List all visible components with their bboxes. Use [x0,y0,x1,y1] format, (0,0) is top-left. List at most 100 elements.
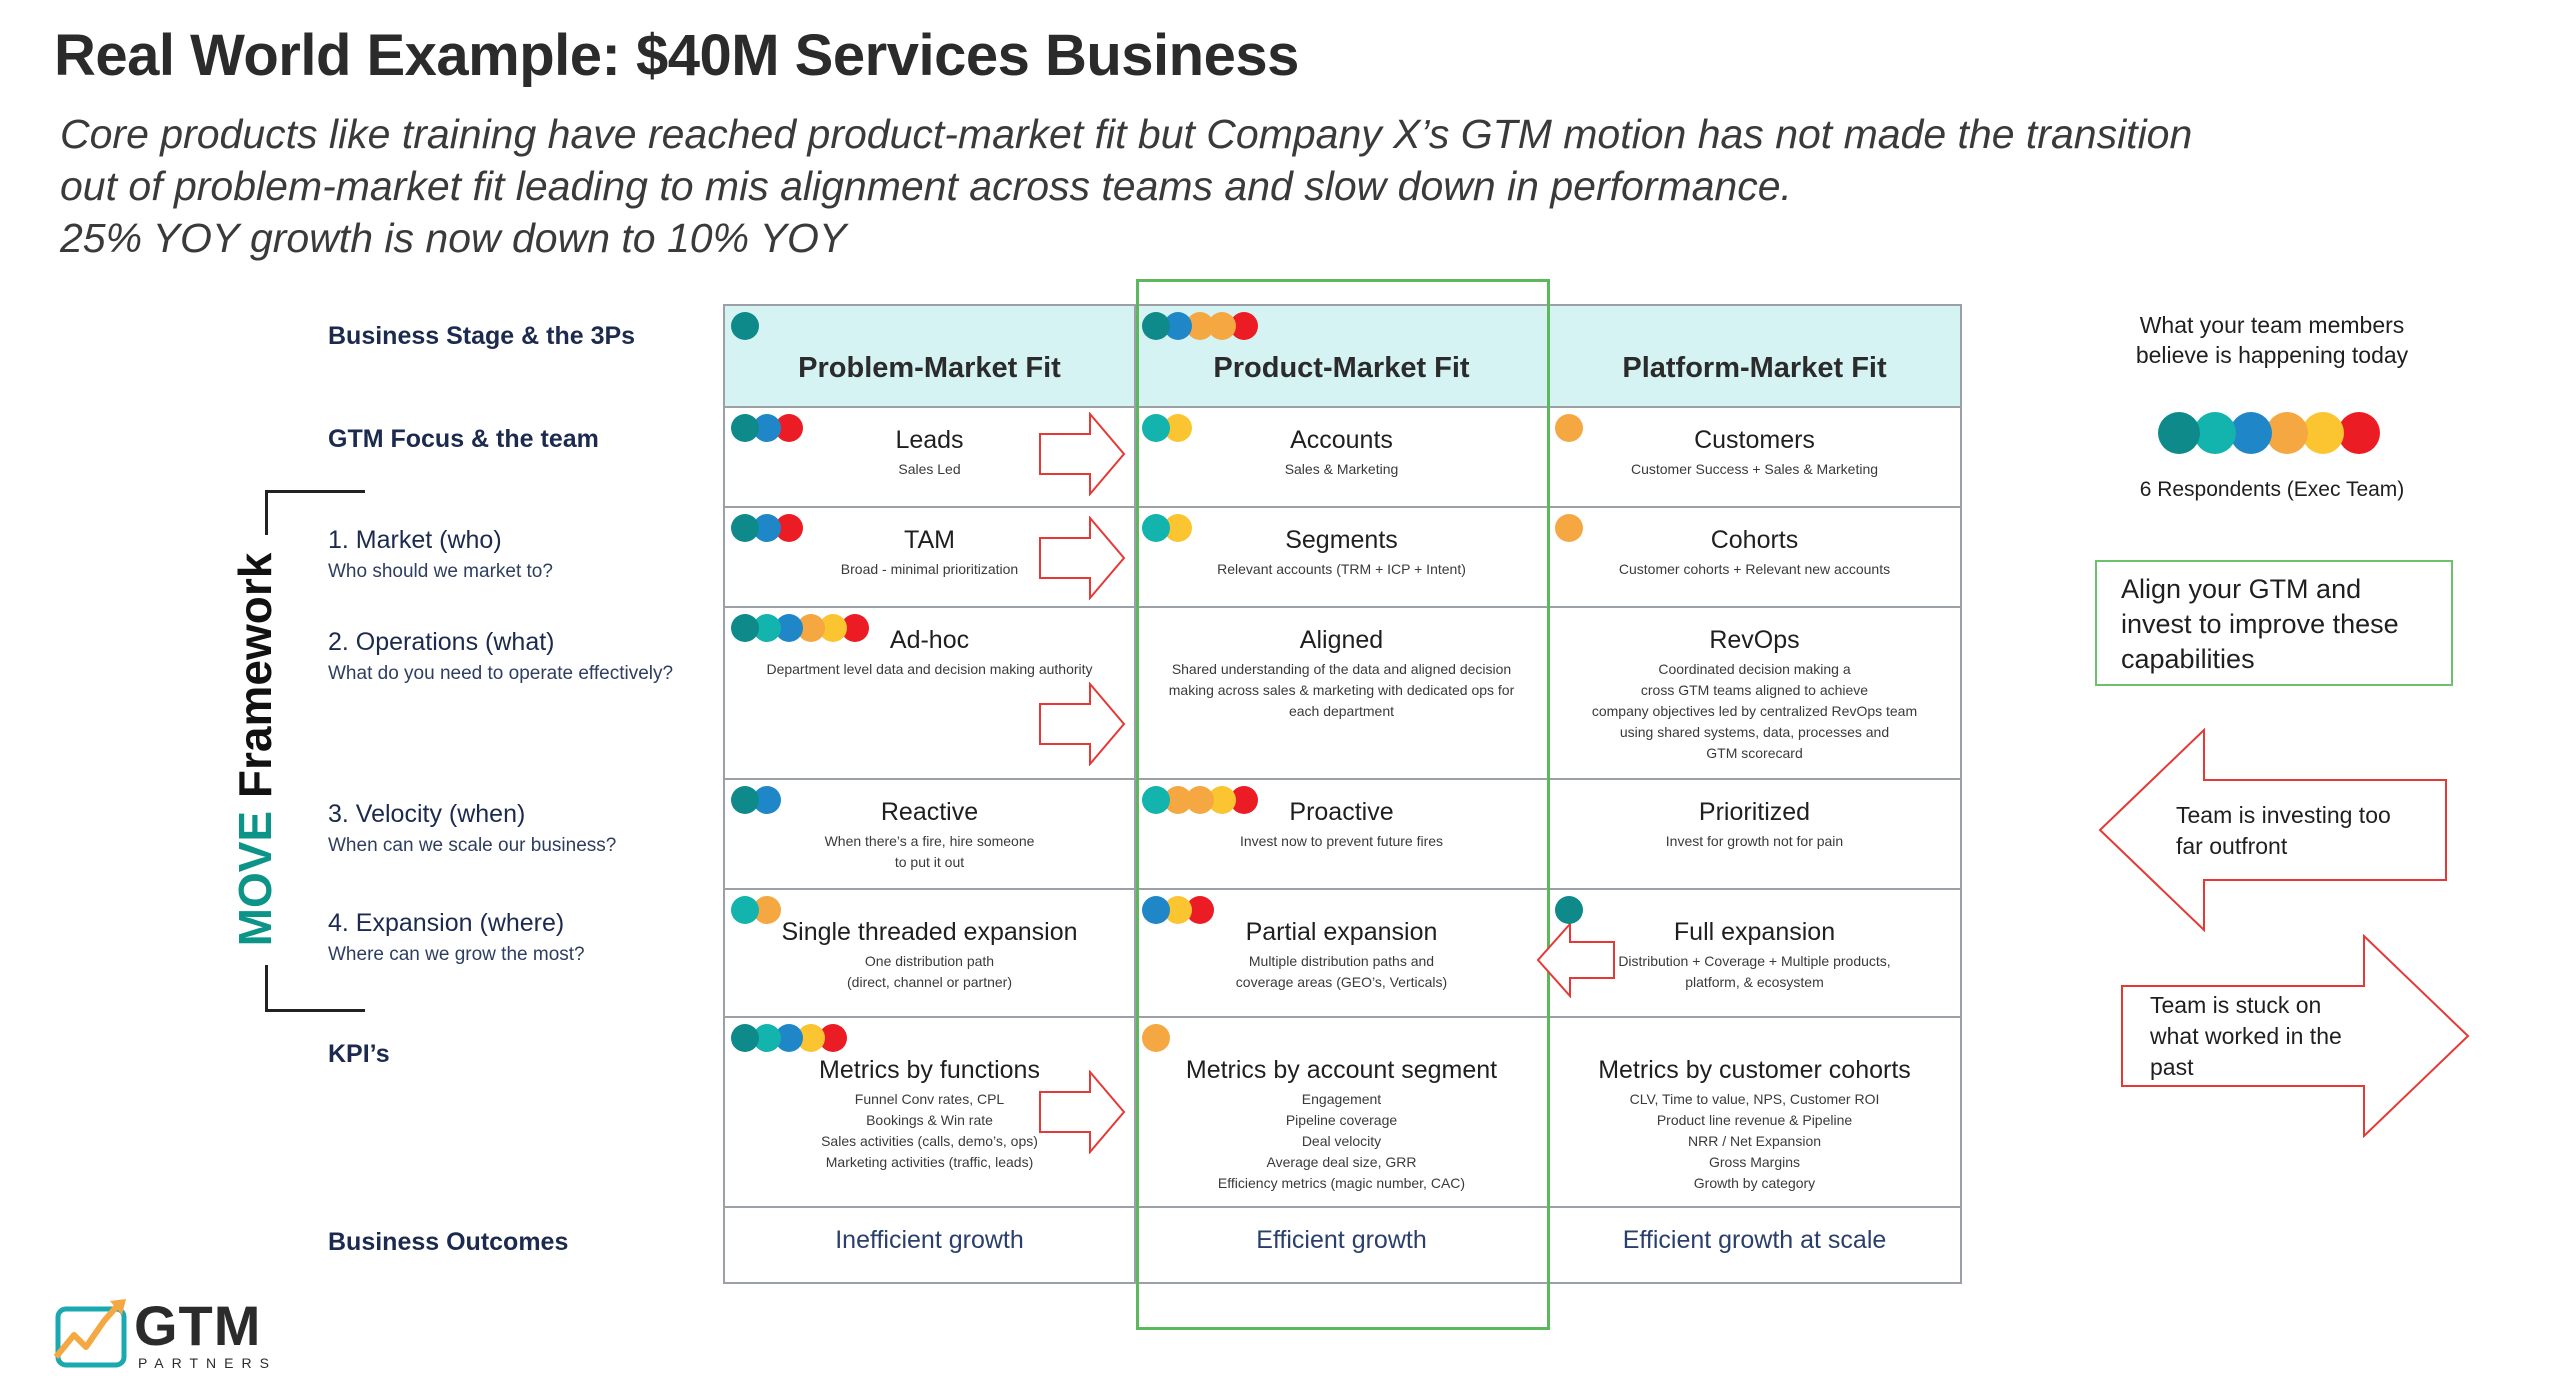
response-dot [1142,414,1170,442]
cell-description: Coordinated decision making a cross GTM t… [1549,659,1960,764]
response-dot [731,614,759,642]
gtm-partners-logo: GTM PARTNERS [52,1293,292,1373]
cell-market: TAM Broad - minimal prioritization [723,508,1136,608]
page-title: Real World Example: $40M Services Busine… [54,23,1299,88]
believe-line-1: What your team members [2139,312,2405,338]
cell-operations: Ad-hoc Department level data and decision… [723,608,1136,780]
cell-gtm: Leads Sales Led [723,408,1136,508]
description-line: Department level data and decision makin… [766,661,1093,677]
response-dot [1142,896,1170,924]
description-line: Distribution + Coverage + Multiple produ… [1618,953,1891,969]
column-1: Product-Market Fit Accounts Sales & Market… [1136,304,1549,1284]
description-line: Sales activities (calls, demo’s, ops) [821,1133,1038,1149]
current-stage-highlight [1136,279,1550,1330]
framework-grid: Problem-Market Fit Leads Sales Led TAM Broad… [723,304,1963,1284]
cell-title: Partial expansion [1245,918,1438,946]
description-line: Average deal size, GRR [1266,1154,1417,1170]
response-dot [1555,514,1583,542]
cell-title: Segments [1285,526,1398,554]
cell-title: Accounts [1290,426,1393,454]
description-line: Pipeline coverage [1285,1112,1398,1128]
cell-kpi: Metrics by customer cohorts CLV, Time to … [1549,1018,1962,1208]
cell-description: When there’s a fire, hire someone to put … [725,831,1134,873]
row-label-gtm: GTM Focus & the team [328,425,599,453]
respondent-dot [2158,412,2200,454]
description-line: NRR / Net Expansion [1687,1133,1822,1149]
respondent-dot [2338,412,2380,454]
description-line: platform, & ecosystem [1685,974,1824,990]
cell-market: Segments Relevant accounts (TRM + ICP + I… [1136,508,1549,608]
stage-header: Problem-Market Fit [798,352,1061,384]
response-dot [1555,896,1583,924]
page-subtitle: Core products like training have reached… [60,108,2410,264]
respondent-dot [2266,412,2308,454]
subtitle-line-3: 25% YOY growth is now down to 10% YOY [60,215,847,261]
cell-description: Relevant accounts (TRM + ICP + Intent) [1217,561,1466,577]
cell-gtm: Accounts Sales & Marketing [1136,408,1549,508]
respondent-dots [2158,412,2388,454]
description-line: Growth by category [1693,1175,1816,1191]
row-label-velocity-title: 3. Velocity (when) [328,800,526,828]
cell-expansion: Partial expansion Multiple distribution p… [1136,890,1549,1018]
response-dot [731,1024,759,1052]
description-line: When there’s a fire, hire someone [824,833,1035,849]
cell-outcome: Efficient growth at scale [1549,1208,1962,1284]
column-2: Platform-Market Fit Customers Customer Suc… [1549,304,1962,1284]
cell-description: CLV, Time to value, NPS, Customer ROI Pro… [1549,1089,1960,1194]
cell-description: Multiple distribution paths and coverage … [1136,951,1547,993]
description-line: Product line revenue & Pipeline [1656,1112,1853,1128]
stage-header: Product-Market Fit [1213,352,1470,384]
description-line: company objectives led by centralized Re… [1591,703,1918,719]
cell-gtm: Customers Customer Success + Sales & Mark… [1549,408,1962,508]
description-line: Invest now to prevent future fires [1239,833,1444,849]
cell-market: Cohorts Customer cohorts + Relevant new a… [1549,508,1962,608]
right-arrow-icon [1039,412,1126,496]
cell-expansion: Full expansion Distribution + Coverage + … [1549,890,1962,1018]
cell-title: Leads [895,426,964,454]
cell-velocity: Proactive Invest now to prevent future fi… [1136,780,1549,890]
believe-caption: What your team members believe is happen… [2092,310,2452,370]
row-label-operations: 2. Operations (what) What do you need to… [328,628,673,685]
cell-description: Customer Success + Sales & Marketing [1630,461,1879,477]
outcome-text: Efficient growth at scale [1622,1226,1887,1254]
align-callout: Align your GTM and invest to improve the… [2095,560,2453,686]
stage-header: Platform-Market Fit [1622,352,1887,384]
right-arrow-icon [1039,1070,1126,1154]
cell-description: Shared understanding of the data and ali… [1136,659,1547,722]
cell-operations: Aligned Shared understanding of the data … [1136,608,1549,780]
respondent-dot [2194,412,2236,454]
outcome-text: Efficient growth [1256,1226,1427,1254]
left-arrow-icon [2098,728,2447,932]
row-label-kpi: KPI’s [328,1040,390,1068]
description-line: making across sales & marketing with ded… [1168,682,1515,698]
outcome-text: Inefficient growth [835,1226,1024,1254]
description-line: Gross Margins [1708,1154,1801,1170]
response-dot [731,414,759,442]
cell-title: Metrics by functions [819,1056,1040,1084]
right-arrow-icon [2121,934,2470,1138]
cell-expansion: Single threaded expansion One distributio… [723,890,1136,1018]
cell-velocity: Prioritized Invest for growth not for pai… [1549,780,1962,890]
cell-header: Product-Market Fit [1136,304,1549,408]
cell-operations: RevOps Coordinated decision making a cross… [1549,608,1962,780]
response-dot [1142,312,1170,340]
row-label-expansion: 4. Expansion (where) Where can we grow t… [328,909,585,966]
cell-description: Distribution + Coverage + Multiple produ… [1549,951,1960,993]
cell-title: Metrics by account segment [1185,1056,1498,1084]
response-dot [1142,514,1170,542]
cell-title: Single threaded expansion [781,918,1078,946]
row-label-expansion-title: 4. Expansion (where) [328,909,565,937]
cell-title: Cohorts [1710,526,1799,554]
description-line: each department [1288,703,1395,719]
row-label-stage: Business Stage & the 3Ps [328,322,636,350]
cell-title: Ad-hoc [889,626,970,654]
description-line: cross GTM teams aligned to achieve [1640,682,1869,698]
cell-description: Customer cohorts + Relevant new accounts [1618,561,1891,577]
cell-title: Prioritized [1698,798,1811,826]
row-label-operations-sub: What do you need to operate effectively? [328,663,674,684]
column-0: Problem-Market Fit Leads Sales Led TAM Broad… [723,304,1136,1284]
description-line: CLV, Time to value, NPS, Customer ROI [1629,1091,1880,1107]
response-dot [731,786,759,814]
right-arrow-icon [1039,682,1126,766]
subtitle-line-2: out of problem-market fit leading to mis… [60,163,1792,209]
